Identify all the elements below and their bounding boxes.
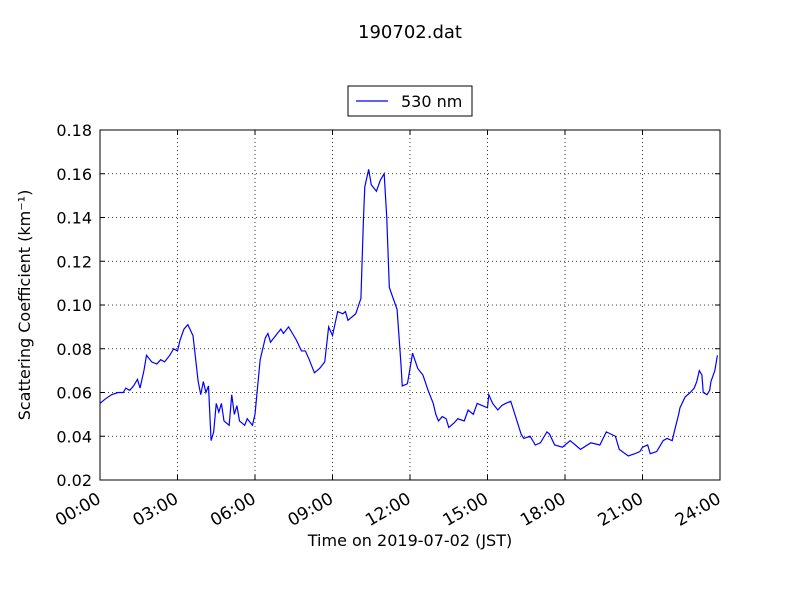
data-line bbox=[99, 169, 719, 457]
y-tick-label: 0.02 bbox=[56, 471, 92, 490]
y-tick-label: 0.08 bbox=[56, 340, 92, 359]
y-tick-label: 0.10 bbox=[56, 296, 92, 315]
chart-title: 190702.dat bbox=[358, 22, 462, 43]
x-axis-label: Time on 2019-07-02 (JST) bbox=[307, 531, 512, 550]
y-axis-label: Scattering Coefficient (km⁻¹) bbox=[15, 190, 34, 421]
y-tick-label: 0.14 bbox=[56, 209, 92, 228]
y-tick-label: 0.04 bbox=[56, 427, 92, 446]
y-tick-label: 0.06 bbox=[56, 384, 92, 403]
y-tick-label: 0.18 bbox=[56, 121, 92, 140]
plot-frame bbox=[99, 129, 721, 481]
y-tick-label: 0.12 bbox=[56, 252, 92, 271]
y-tick-label: 0.16 bbox=[56, 165, 92, 184]
legend-label: 530 nm bbox=[401, 92, 462, 111]
